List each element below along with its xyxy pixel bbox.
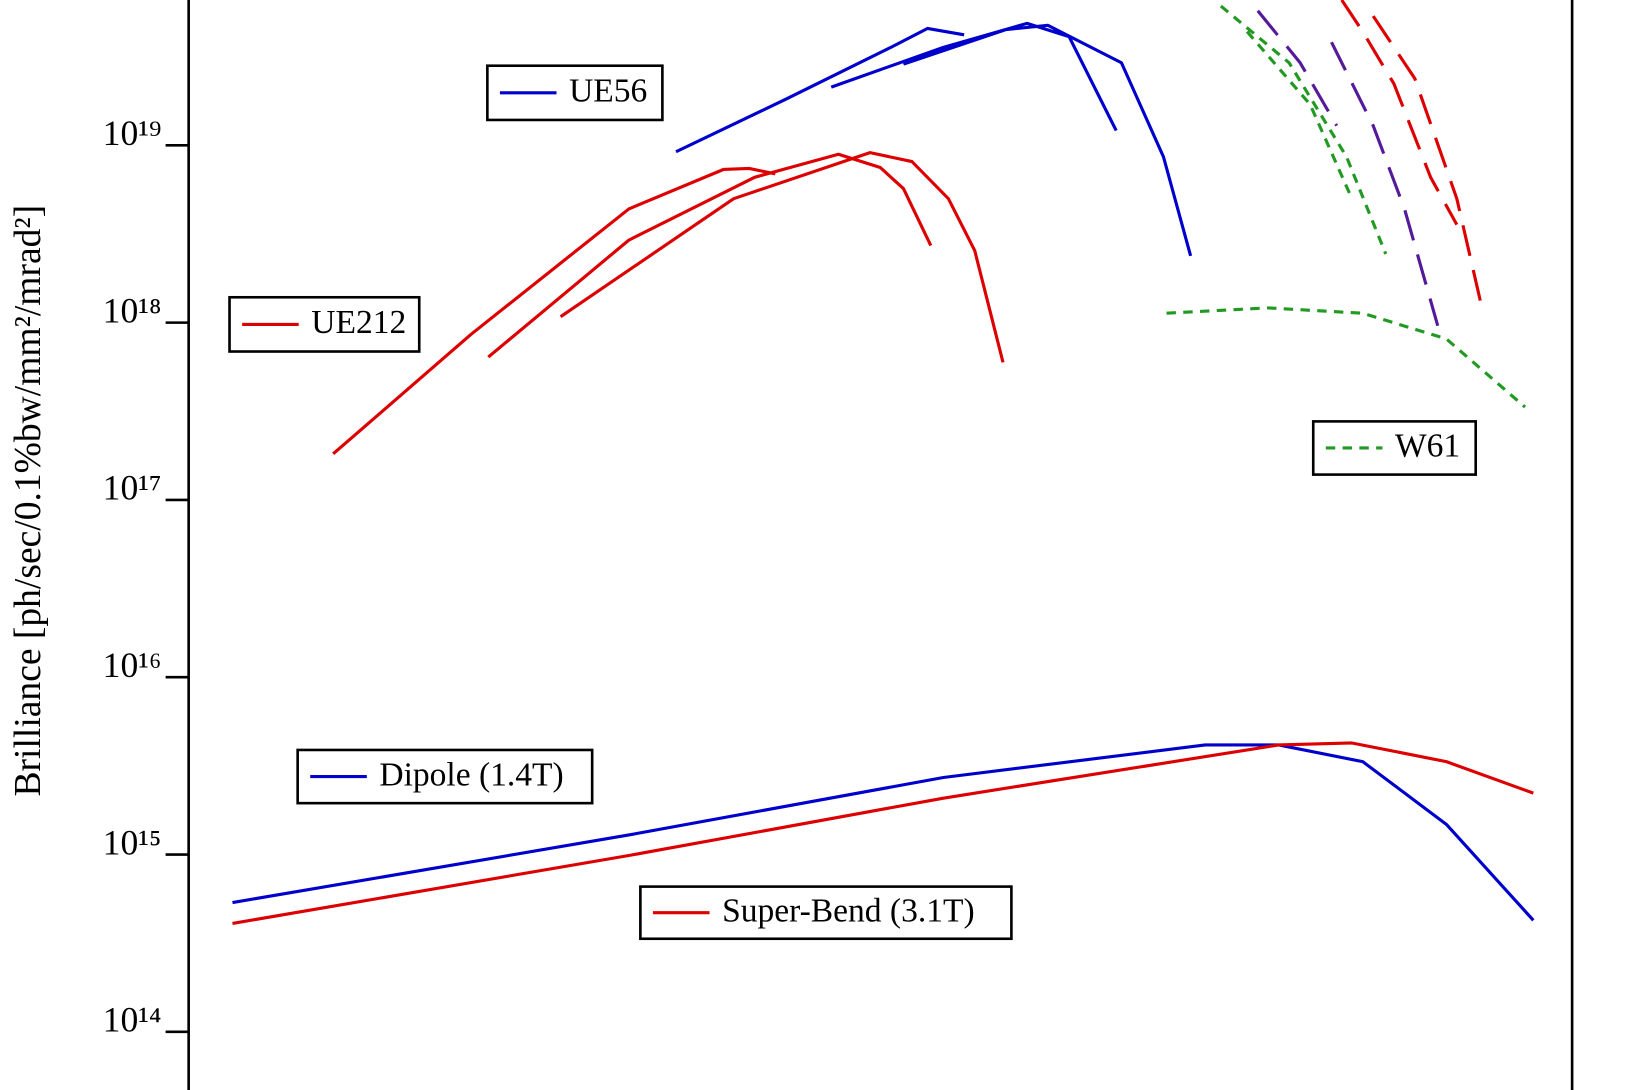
series-line — [332, 151, 1005, 456]
series-line — [1166, 4, 1527, 409]
legend-label: Super-Bend (3.1T) — [722, 892, 975, 929]
y-tick-label: 10¹⁷ — [103, 468, 162, 508]
legend-label: UE56 — [569, 73, 647, 110]
legend-label: UE212 — [311, 304, 406, 341]
y-tick-label: 10¹⁸ — [103, 290, 162, 330]
y-tick-label: 10¹⁶ — [103, 645, 162, 685]
series-line — [675, 21, 1193, 257]
series-line — [1256, 9, 1440, 327]
legend-label: Dipole (1.4T) — [379, 756, 563, 793]
y-tick-label: 10¹⁴ — [103, 1000, 162, 1040]
legend-box — [1311, 420, 1478, 476]
series-line — [232, 741, 1534, 925]
legend-label: W61 — [1395, 428, 1460, 465]
y-tick-label: 10¹⁹ — [103, 113, 162, 153]
y-tick-label: 10¹⁵ — [103, 822, 162, 862]
series-line — [232, 743, 1535, 922]
series-line — [1340, 0, 1483, 304]
y-axis-label: Brilliance [ph/sec/0.1%bw/mm²/mrad²] — [7, 205, 49, 797]
